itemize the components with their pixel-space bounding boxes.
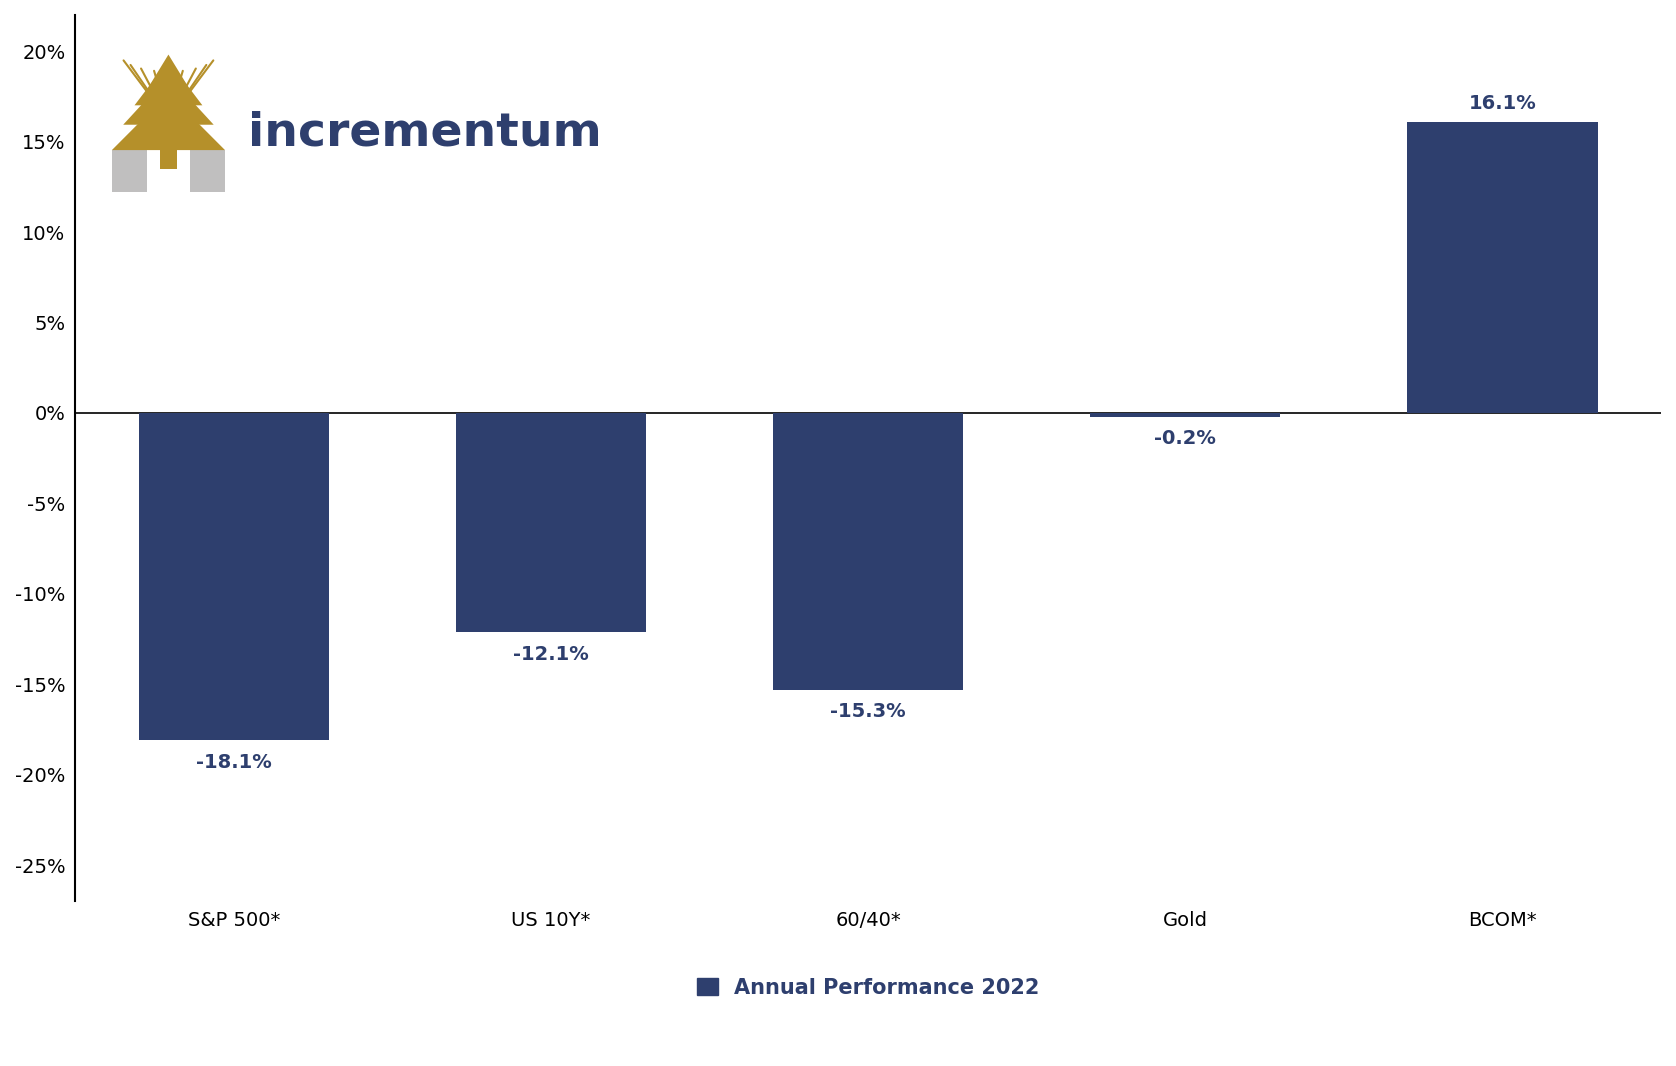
Polygon shape: [124, 76, 215, 125]
Text: incrementum: incrementum: [248, 111, 602, 156]
Polygon shape: [112, 94, 225, 150]
Text: -18.1%: -18.1%: [196, 753, 272, 772]
Text: -15.3%: -15.3%: [830, 702, 907, 722]
Text: -0.2%: -0.2%: [1155, 430, 1217, 449]
Bar: [139, 413, 328, 741]
Polygon shape: [134, 61, 203, 106]
Text: -12.1%: -12.1%: [513, 645, 588, 663]
Bar: [773, 413, 964, 690]
Text: 16.1%: 16.1%: [1468, 94, 1537, 113]
FancyBboxPatch shape: [189, 150, 225, 192]
Legend: Annual Performance 2022: Annual Performance 2022: [689, 970, 1048, 1006]
Bar: [1089, 413, 1280, 417]
Polygon shape: [147, 54, 188, 87]
FancyBboxPatch shape: [112, 150, 147, 192]
Bar: [456, 413, 647, 632]
Bar: [1408, 122, 1597, 413]
FancyBboxPatch shape: [159, 125, 178, 169]
